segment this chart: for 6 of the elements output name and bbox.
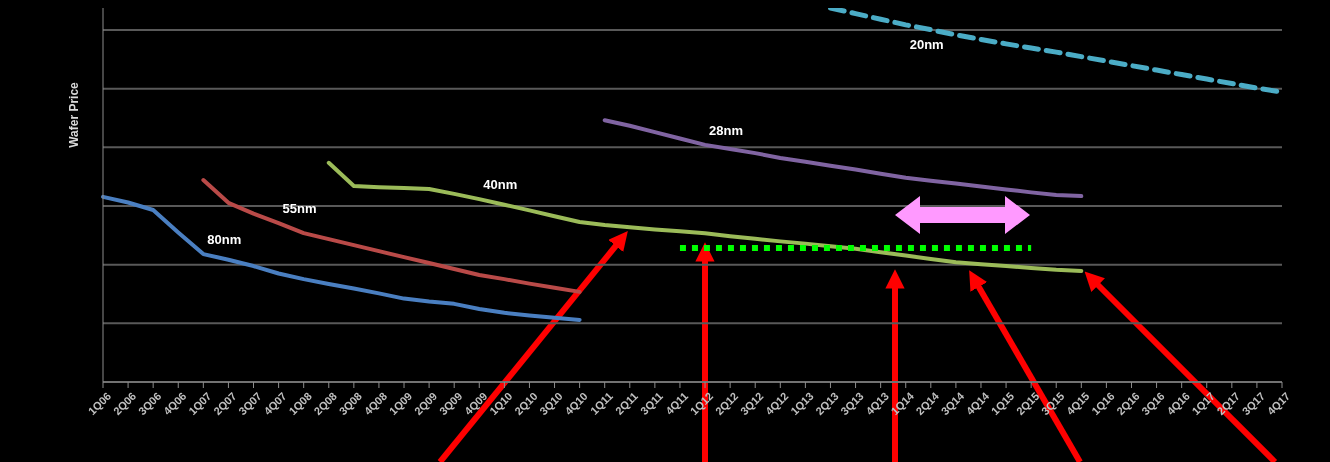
series-label: 20nm <box>909 36 944 52</box>
series-label: 55nm <box>282 201 317 217</box>
series-label: 40nm <box>483 177 518 193</box>
y-axis-title: Wafer Price <box>67 81 81 148</box>
series-label: 28nm <box>709 122 744 138</box>
series-label: 80nm <box>207 232 242 248</box>
